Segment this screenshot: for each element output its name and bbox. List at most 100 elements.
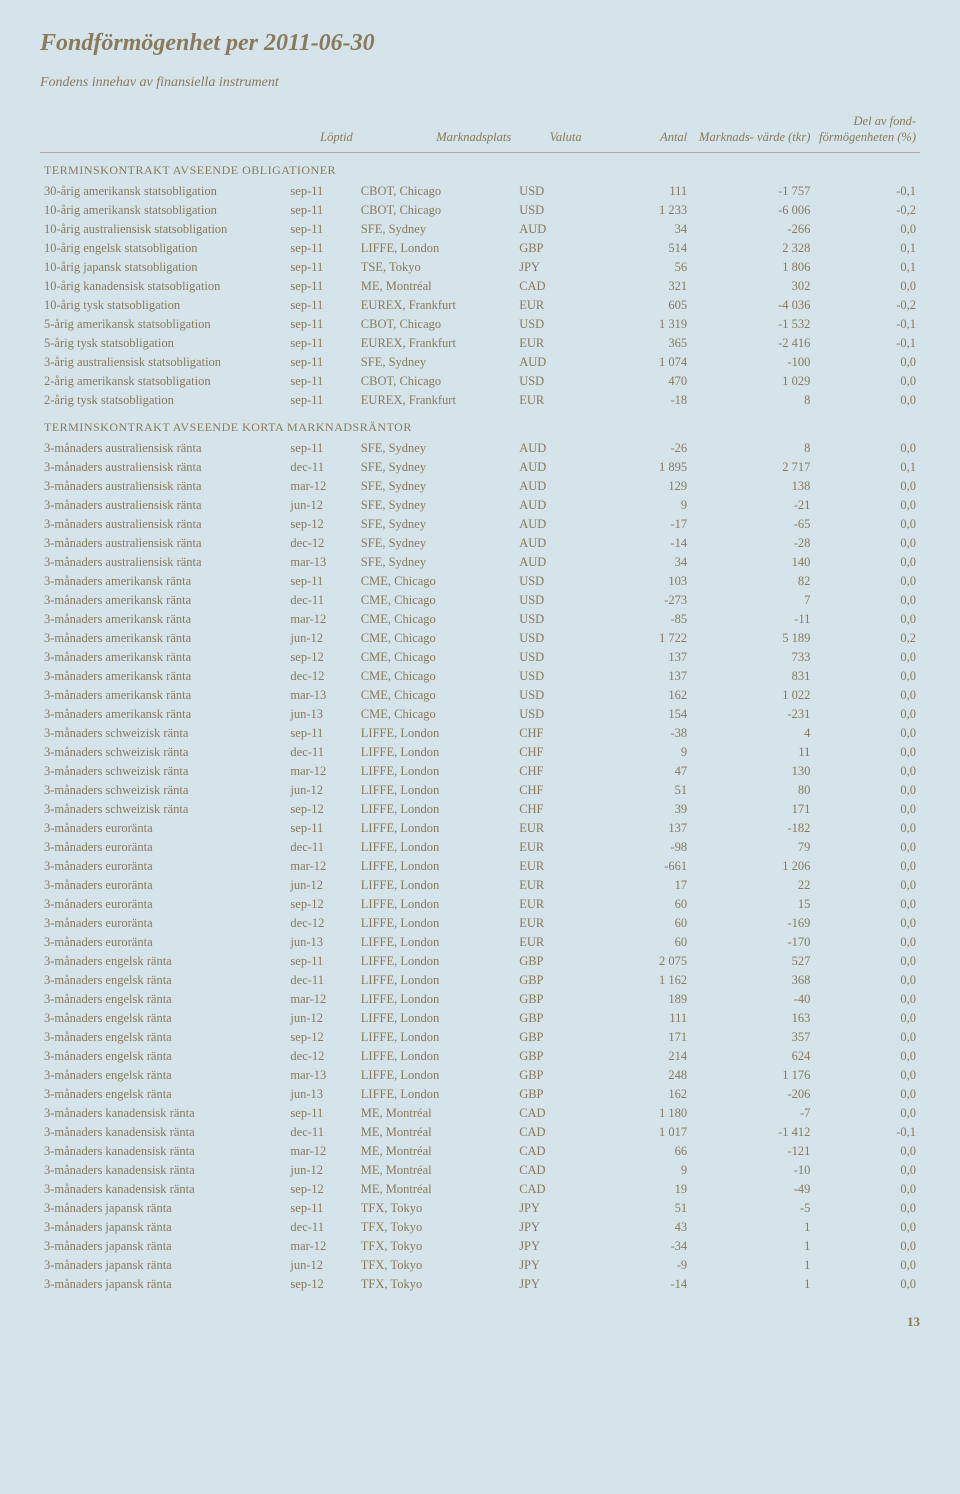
table-cell: sep-11 bbox=[286, 372, 356, 391]
table-cell: 0,0 bbox=[814, 990, 920, 1009]
table-cell: USD bbox=[515, 201, 585, 220]
table-cell: USD bbox=[515, 648, 585, 667]
table-cell: 0,0 bbox=[814, 667, 920, 686]
table-cell: -5 bbox=[691, 1199, 814, 1218]
table-cell: 4 bbox=[691, 724, 814, 743]
table-cell: 5 189 bbox=[691, 629, 814, 648]
table-cell: 171 bbox=[691, 800, 814, 819]
table-cell: AUD bbox=[515, 353, 585, 372]
table-cell: AUD bbox=[515, 458, 585, 477]
table-cell: -0,2 bbox=[814, 201, 920, 220]
table-row: 3-månaders schweizisk räntasep-12LIFFE, … bbox=[40, 800, 920, 819]
table-cell: EUR bbox=[515, 296, 585, 315]
table-cell: 0,0 bbox=[814, 1066, 920, 1085]
table-cell: 3-månaders schweizisk ränta bbox=[40, 762, 286, 781]
table-cell: CME, Chicago bbox=[357, 667, 515, 686]
section-header-label: terminskontrakt avseende obligationer bbox=[40, 152, 920, 182]
table-row: 3-månaders euroräntadec-11LIFFE, LondonE… bbox=[40, 838, 920, 857]
table-cell: -1 412 bbox=[691, 1123, 814, 1142]
table-cell: 82 bbox=[691, 572, 814, 591]
table-cell: 0,0 bbox=[814, 1161, 920, 1180]
table-cell: sep-11 bbox=[286, 277, 356, 296]
table-cell: EUR bbox=[515, 819, 585, 838]
table-cell: 0,0 bbox=[814, 895, 920, 914]
table-row: 10-årig kanadensisk statsobligationsep-1… bbox=[40, 277, 920, 296]
table-cell: sep-12 bbox=[286, 515, 356, 534]
table-cell: jun-12 bbox=[286, 1256, 356, 1275]
table-cell: CHF bbox=[515, 743, 585, 762]
table-cell: USD bbox=[515, 182, 585, 201]
table-cell: 831 bbox=[691, 667, 814, 686]
table-row: 3-månaders australiensisk räntamar-12SFE… bbox=[40, 477, 920, 496]
table-cell: GBP bbox=[515, 1085, 585, 1104]
table-cell: 137 bbox=[586, 667, 692, 686]
table-cell: -21 bbox=[691, 496, 814, 515]
table-cell: dec-11 bbox=[286, 1218, 356, 1237]
table-cell: LIFFE, London bbox=[357, 838, 515, 857]
table-cell: 3-månaders japansk ränta bbox=[40, 1199, 286, 1218]
table-cell: EUR bbox=[515, 391, 585, 410]
table-cell: mar-12 bbox=[286, 990, 356, 1009]
col-marknadsplats: Marknadsplats bbox=[357, 107, 515, 152]
table-cell: -38 bbox=[586, 724, 692, 743]
table-row: 2-årig amerikansk statsobligationsep-11C… bbox=[40, 372, 920, 391]
table-row: 3-månaders japansk räntasep-12TFX, Tokyo… bbox=[40, 1275, 920, 1294]
table-cell: 1 722 bbox=[586, 629, 692, 648]
table-cell: USD bbox=[515, 705, 585, 724]
table-cell: GBP bbox=[515, 1028, 585, 1047]
table-cell: 0,0 bbox=[814, 705, 920, 724]
col-marknadsvarde: Marknads- värde (tkr) bbox=[691, 107, 814, 152]
table-cell: -11 bbox=[691, 610, 814, 629]
table-cell: 60 bbox=[586, 895, 692, 914]
table-cell: 0,0 bbox=[814, 591, 920, 610]
table-cell: 3-månaders japansk ränta bbox=[40, 1275, 286, 1294]
table-row: 3-månaders schweizisk räntajun-12LIFFE, … bbox=[40, 781, 920, 800]
table-cell: EUREX, Frankfurt bbox=[357, 296, 515, 315]
table-cell: 0,0 bbox=[814, 800, 920, 819]
table-cell: 2-årig tysk statsobligation bbox=[40, 391, 286, 410]
table-cell: LIFFE, London bbox=[357, 990, 515, 1009]
table-cell: mar-12 bbox=[286, 762, 356, 781]
table-cell: jun-13 bbox=[286, 1085, 356, 1104]
table-cell: JPY bbox=[515, 1199, 585, 1218]
table-cell: 1 022 bbox=[691, 686, 814, 705]
table-row: 2-årig tysk statsobligationsep-11EUREX, … bbox=[40, 391, 920, 410]
table-cell: -0,2 bbox=[814, 296, 920, 315]
table-cell: 130 bbox=[691, 762, 814, 781]
table-cell: 60 bbox=[586, 933, 692, 952]
table-row: 5-årig amerikansk statsobligationsep-11C… bbox=[40, 315, 920, 334]
col-valuta: Valuta bbox=[515, 107, 585, 152]
table-cell: sep-12 bbox=[286, 1028, 356, 1047]
table-cell: 3-månaders australiensisk ränta bbox=[40, 496, 286, 515]
table-cell: 0,0 bbox=[814, 933, 920, 952]
table-cell: GBP bbox=[515, 1047, 585, 1066]
table-cell: 171 bbox=[586, 1028, 692, 1047]
table-cell: 3-månaders amerikansk ränta bbox=[40, 610, 286, 629]
table-cell: LIFFE, London bbox=[357, 914, 515, 933]
table-row: 3-månaders engelsk räntadec-11LIFFE, Lon… bbox=[40, 971, 920, 990]
table-cell: sep-11 bbox=[286, 182, 356, 201]
table-row: 3-månaders amerikansk räntamar-13CME, Ch… bbox=[40, 686, 920, 705]
table-cell: 9 bbox=[586, 496, 692, 515]
table-cell: 1 319 bbox=[586, 315, 692, 334]
table-row: 3-månaders japansk räntamar-12TFX, Tokyo… bbox=[40, 1237, 920, 1256]
table-row: 3-månaders amerikansk räntamar-12CME, Ch… bbox=[40, 610, 920, 629]
table-cell: -170 bbox=[691, 933, 814, 952]
table-cell: SFE, Sydney bbox=[357, 439, 515, 458]
table-cell: 1 176 bbox=[691, 1066, 814, 1085]
table-cell: 10-årig engelsk statsobligation bbox=[40, 239, 286, 258]
table-cell: 3-månaders japansk ränta bbox=[40, 1218, 286, 1237]
table-cell: AUD bbox=[515, 515, 585, 534]
table-cell: -661 bbox=[586, 857, 692, 876]
col-loptid: Löptid bbox=[286, 107, 356, 152]
table-cell: TFX, Tokyo bbox=[357, 1256, 515, 1275]
table-cell: -0,1 bbox=[814, 1123, 920, 1142]
table-row: 3-månaders euroräntadec-12LIFFE, LondonE… bbox=[40, 914, 920, 933]
table-cell: LIFFE, London bbox=[357, 933, 515, 952]
table-cell: 1 029 bbox=[691, 372, 814, 391]
table-cell: 189 bbox=[586, 990, 692, 1009]
table-cell: sep-11 bbox=[286, 391, 356, 410]
table-row: 3-månaders japansk räntasep-11TFX, Tokyo… bbox=[40, 1199, 920, 1218]
table-cell: sep-12 bbox=[286, 800, 356, 819]
table-cell: ME, Montréal bbox=[357, 1123, 515, 1142]
